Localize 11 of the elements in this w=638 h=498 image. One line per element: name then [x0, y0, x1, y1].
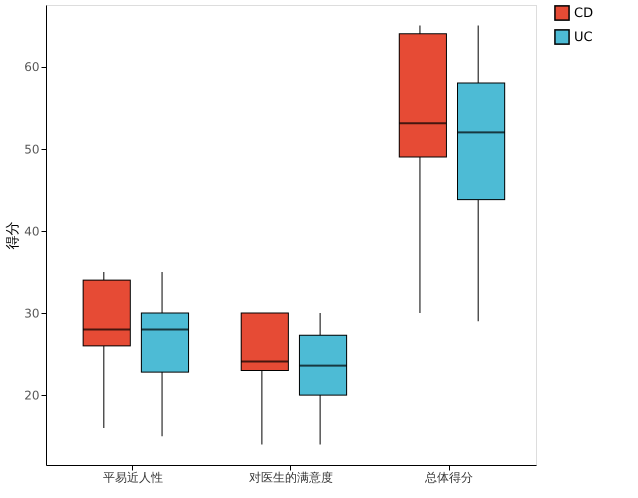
y-tick-label: 60 [24, 60, 40, 74]
x-tick-label: 平易近人性 [102, 470, 163, 484]
y-tick-label: 40 [24, 224, 40, 238]
y-tick-label: 30 [24, 306, 40, 321]
x-tick-label: 对医生的满意度 [249, 470, 333, 484]
x-tick-label: 总体得分 [424, 470, 474, 484]
y-tick-label: 20 [24, 388, 40, 403]
y-tick-label: 50 [24, 142, 40, 156]
legend-label: UC [574, 30, 593, 45]
y-axis-title: 得分 [5, 222, 22, 250]
legend-label: CD [574, 6, 594, 21]
